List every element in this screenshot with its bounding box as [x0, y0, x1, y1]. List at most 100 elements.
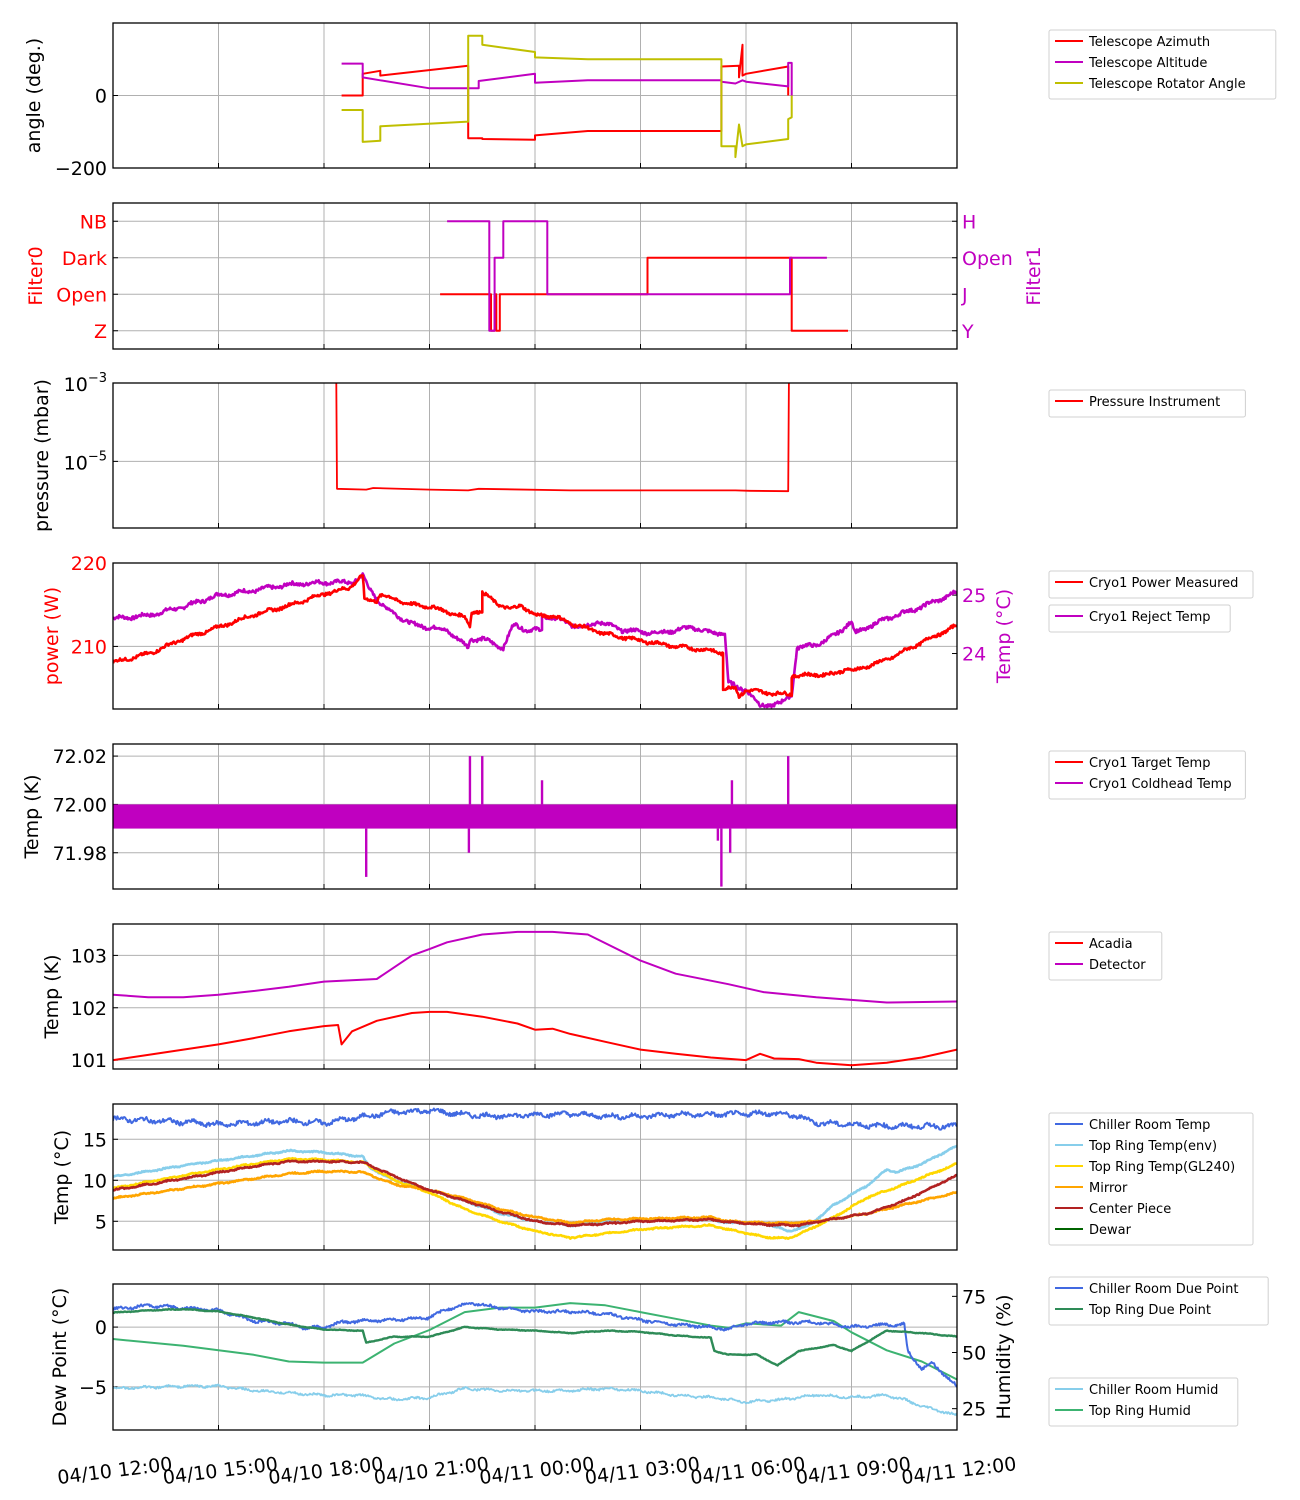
legend-frame — [1048, 750, 1246, 800]
y-tick-label: 0 — [95, 86, 107, 108]
y-tick-label-right: H — [962, 211, 976, 233]
legend-entry-label: Acadia — [1089, 937, 1133, 952]
y-tick-label: 72.00 — [53, 794, 107, 816]
legend-entry-label: Center Piece — [1089, 1202, 1171, 1217]
y-axis-label: Temp (°C) — [51, 1130, 73, 1225]
x-tick-label: 04/11 00:00 — [478, 1453, 595, 1489]
y-tick-label: 103 — [71, 945, 107, 967]
legend-entry-label: Dewar — [1089, 1223, 1132, 1238]
legend-entry-label: Detector — [1089, 958, 1146, 973]
y-tick-label: 15 — [83, 1129, 107, 1151]
plot-area — [341, 34, 793, 159]
x-tick-label: 04/11 12:00 — [900, 1453, 1017, 1489]
y-tick-label: 102 — [71, 998, 107, 1020]
legend-entry-label: Cryo1 Coldhead Temp — [1089, 777, 1232, 792]
y-axis-label: angle (deg.) — [23, 38, 45, 153]
legend: Cryo1 Power Measured — [1048, 570, 1254, 599]
legend: Pressure Instrument — [1048, 389, 1246, 418]
legend-entry-label: Chiller Room Due Point — [1089, 1282, 1238, 1297]
series-telescope-azimuth — [341, 43, 790, 141]
y-tick-label: 5 — [95, 1211, 107, 1233]
series-top-ring-due-point — [113, 1307, 957, 1367]
y-tick-label: −5 — [79, 1377, 107, 1399]
series-center-piece — [113, 1159, 957, 1228]
coldhead-temp-band — [113, 804, 957, 829]
axes-frame — [112, 382, 958, 529]
axes-frame — [112, 202, 958, 350]
plot-area — [113, 756, 957, 887]
y-axis-label: Temp (K) — [21, 775, 43, 860]
x-tick-label: 04/10 12:00 — [56, 1453, 173, 1489]
series-detector — [113, 930, 957, 1004]
y-axis-label: power (W) — [41, 587, 63, 685]
axes-frame — [112, 22, 958, 169]
x-tick-label: 04/11 03:00 — [584, 1453, 701, 1489]
legend: Chiller Room Temp Top Ring Temp(env) Top R… — [1048, 1112, 1254, 1246]
panel-dewpoint-humidity: 0 −5 75 50 25 Dew Point (°C) Humidity (%) Chill… — [49, 1276, 1269, 1431]
panel-angles: 0 −200 angle (deg.) Telescope Azimuth Telesc… — [23, 22, 1277, 180]
y-tick-label-right: J — [961, 284, 968, 306]
y-axis-label: Dew Point (°C) — [49, 1288, 71, 1427]
axes-frame — [112, 1103, 958, 1251]
plot-area — [113, 930, 957, 1067]
legend-entry-label: Telescope Altitude — [1088, 56, 1207, 71]
legend-frame — [1048, 389, 1246, 418]
series-cryo1-power-measured — [113, 574, 957, 699]
series-cryo1-reject-temp — [113, 572, 957, 709]
y-axis-label: Filter0 — [25, 246, 47, 305]
y-tick-label: 71.98 — [53, 843, 107, 865]
axes-frame — [112, 743, 958, 890]
y-tick-label-right: 50 — [962, 1343, 986, 1365]
y-tick-label: Open — [56, 284, 107, 306]
panel-filters: NB Dark Open Z H Open JY Filter0 Filter1 — [25, 202, 1045, 350]
plot-area — [113, 1302, 957, 1416]
y-axis-label: Humidity (%) — [993, 1294, 1015, 1419]
legend: Chiller Room Due Point Top Ring Due Point — [1048, 1276, 1269, 1326]
y-tick-label-right: 75 — [962, 1286, 986, 1308]
axes-frame — [112, 1283, 958, 1431]
legend-entry-label: Top Ring Humid — [1088, 1404, 1191, 1419]
panel-pressure: 10−3 10−5 pressure (mbar) Pressure Instrume… — [31, 371, 1246, 532]
y-tick-label: 72.02 — [53, 746, 107, 768]
x-tick-label: 04/10 15:00 — [162, 1453, 279, 1489]
axes-frame — [112, 923, 958, 1070]
legend: Chiller Room Humid Top Ring Humid — [1048, 1377, 1239, 1427]
series-telescope-rotator-angle — [341, 34, 793, 159]
legend-frame — [1048, 1112, 1254, 1246]
plot-area — [113, 572, 957, 709]
legend-entry-label: Cryo1 Target Temp — [1089, 756, 1210, 771]
y-tick-label-right: 25 — [962, 1399, 986, 1421]
legend-entry-label: Top Ring Due Point — [1088, 1303, 1211, 1318]
legend-entry-label: Telescope Azimuth — [1088, 35, 1210, 50]
series-pressure-instrument — [335, 383, 790, 493]
series-chiller-room-due-point — [113, 1302, 957, 1388]
series-top-ring-humid — [113, 1302, 957, 1381]
legend-frame — [1048, 29, 1277, 100]
y-axis-label: Temp (°C) — [993, 589, 1015, 684]
y-tick-label-right: Open — [962, 248, 1013, 270]
y-tick-label-right: Y — [961, 321, 974, 343]
y-axis-label: Temp (K) — [41, 955, 63, 1040]
panel-cryo-power: 220 210 25 24 power (W) Temp (°C) Cryo1 Power … — [41, 553, 1254, 710]
legend-frame — [1048, 1276, 1269, 1326]
series-acadia — [113, 1010, 957, 1067]
legend-frame — [1048, 1377, 1239, 1427]
x-tick-label: 04/10 18:00 — [267, 1453, 384, 1489]
x-tick-label: 04/10 21:00 — [373, 1453, 490, 1489]
series-chiller-room-temp — [113, 1107, 957, 1131]
panel-env-temps: 15 10 5 Temp (°C) Chiller Room Temp Top Ring … — [51, 1103, 1254, 1251]
legend-entry-label: Cryo1 Reject Temp — [1089, 610, 1211, 625]
y-tick-label-right: 25 — [962, 585, 986, 607]
legend-frame — [1048, 604, 1231, 633]
y-axis-label: pressure (mbar) — [31, 379, 53, 532]
series-top-ring-temp-gl240- — [113, 1156, 957, 1240]
y-tick-label: −200 — [55, 158, 107, 180]
legend: Cryo1 Target Temp Cryo1 Coldhead Temp — [1048, 750, 1246, 800]
y-tick-label: 0 — [95, 1317, 107, 1339]
y-axis-label: Filter1 — [1023, 246, 1045, 305]
x-tick-label: 04/11 09:00 — [795, 1453, 912, 1489]
legend: Telescope Azimuth Telescope Altitude Teles… — [1048, 29, 1277, 100]
panel-detector-temps: 103 102 101 Temp (K) Acadia Detector — [41, 923, 1163, 1072]
